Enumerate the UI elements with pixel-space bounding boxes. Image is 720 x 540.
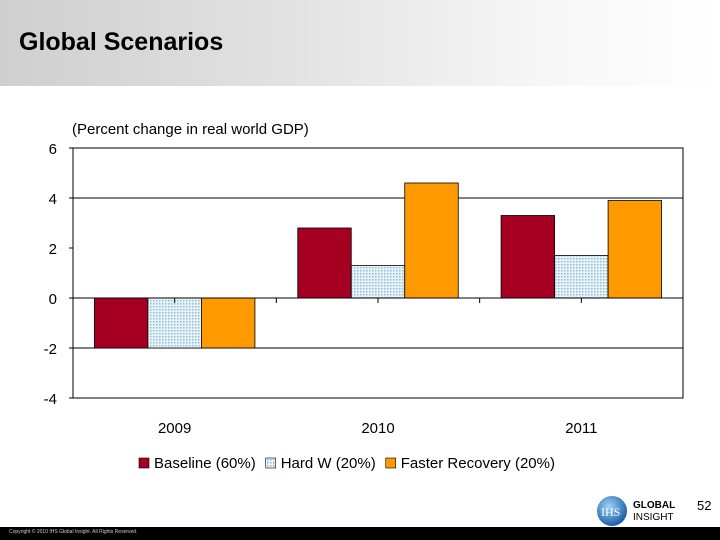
y-tick-label: -4 <box>44 391 57 408</box>
y-tick-label: 4 <box>49 191 57 208</box>
bar-hard-2011 <box>554 255 609 299</box>
x-tick-label: 2011 <box>565 420 597 437</box>
y-tick-label: -2 <box>44 341 57 358</box>
footer-bar: Copyright © 2010 IHS Global Insight. All… <box>0 527 720 540</box>
x-tick-label: 2009 <box>158 420 191 437</box>
legend-swatch <box>265 457 277 469</box>
y-tick-label: 0 <box>49 291 57 308</box>
copyright-text: Copyright © 2010 IHS Global Insight. All… <box>9 529 138 535</box>
y-tick-label: 6 <box>49 141 57 158</box>
header-band: Global Scenarios <box>0 0 720 86</box>
legend-swatch <box>138 457 150 469</box>
x-tick-label: 2010 <box>361 420 394 437</box>
page-number: 52 <box>697 498 712 513</box>
bar-baseline-2011 <box>500 215 555 299</box>
ihs-global-insight-logo: IHS GLOBAL INSIGHT <box>596 495 686 526</box>
legend-label: Hard W (20%) <box>281 455 376 472</box>
legend-label: Faster Recovery (20%) <box>401 455 555 472</box>
bar-hard-2010 <box>350 265 406 299</box>
svg-text:GLOBAL: GLOBAL <box>633 500 675 511</box>
bar-faster-2010 <box>404 182 459 299</box>
chart-title: (Percent change in real world GDP) <box>72 121 309 138</box>
svg-text:IHS: IHS <box>601 505 620 519</box>
svg-text:INSIGHT: INSIGHT <box>633 512 674 523</box>
bar-faster-2011 <box>607 200 662 299</box>
legend-label: Baseline (60%) <box>154 455 256 472</box>
bar-baseline-2009 <box>94 297 149 349</box>
page-title: Global Scenarios <box>19 28 224 56</box>
bar-hard-2009 <box>147 297 202 349</box>
y-tick-label: 2 <box>49 241 57 258</box>
bar-baseline-2010 <box>297 227 352 299</box>
bar-faster-2009 <box>201 297 256 349</box>
legend-swatch <box>385 457 397 469</box>
